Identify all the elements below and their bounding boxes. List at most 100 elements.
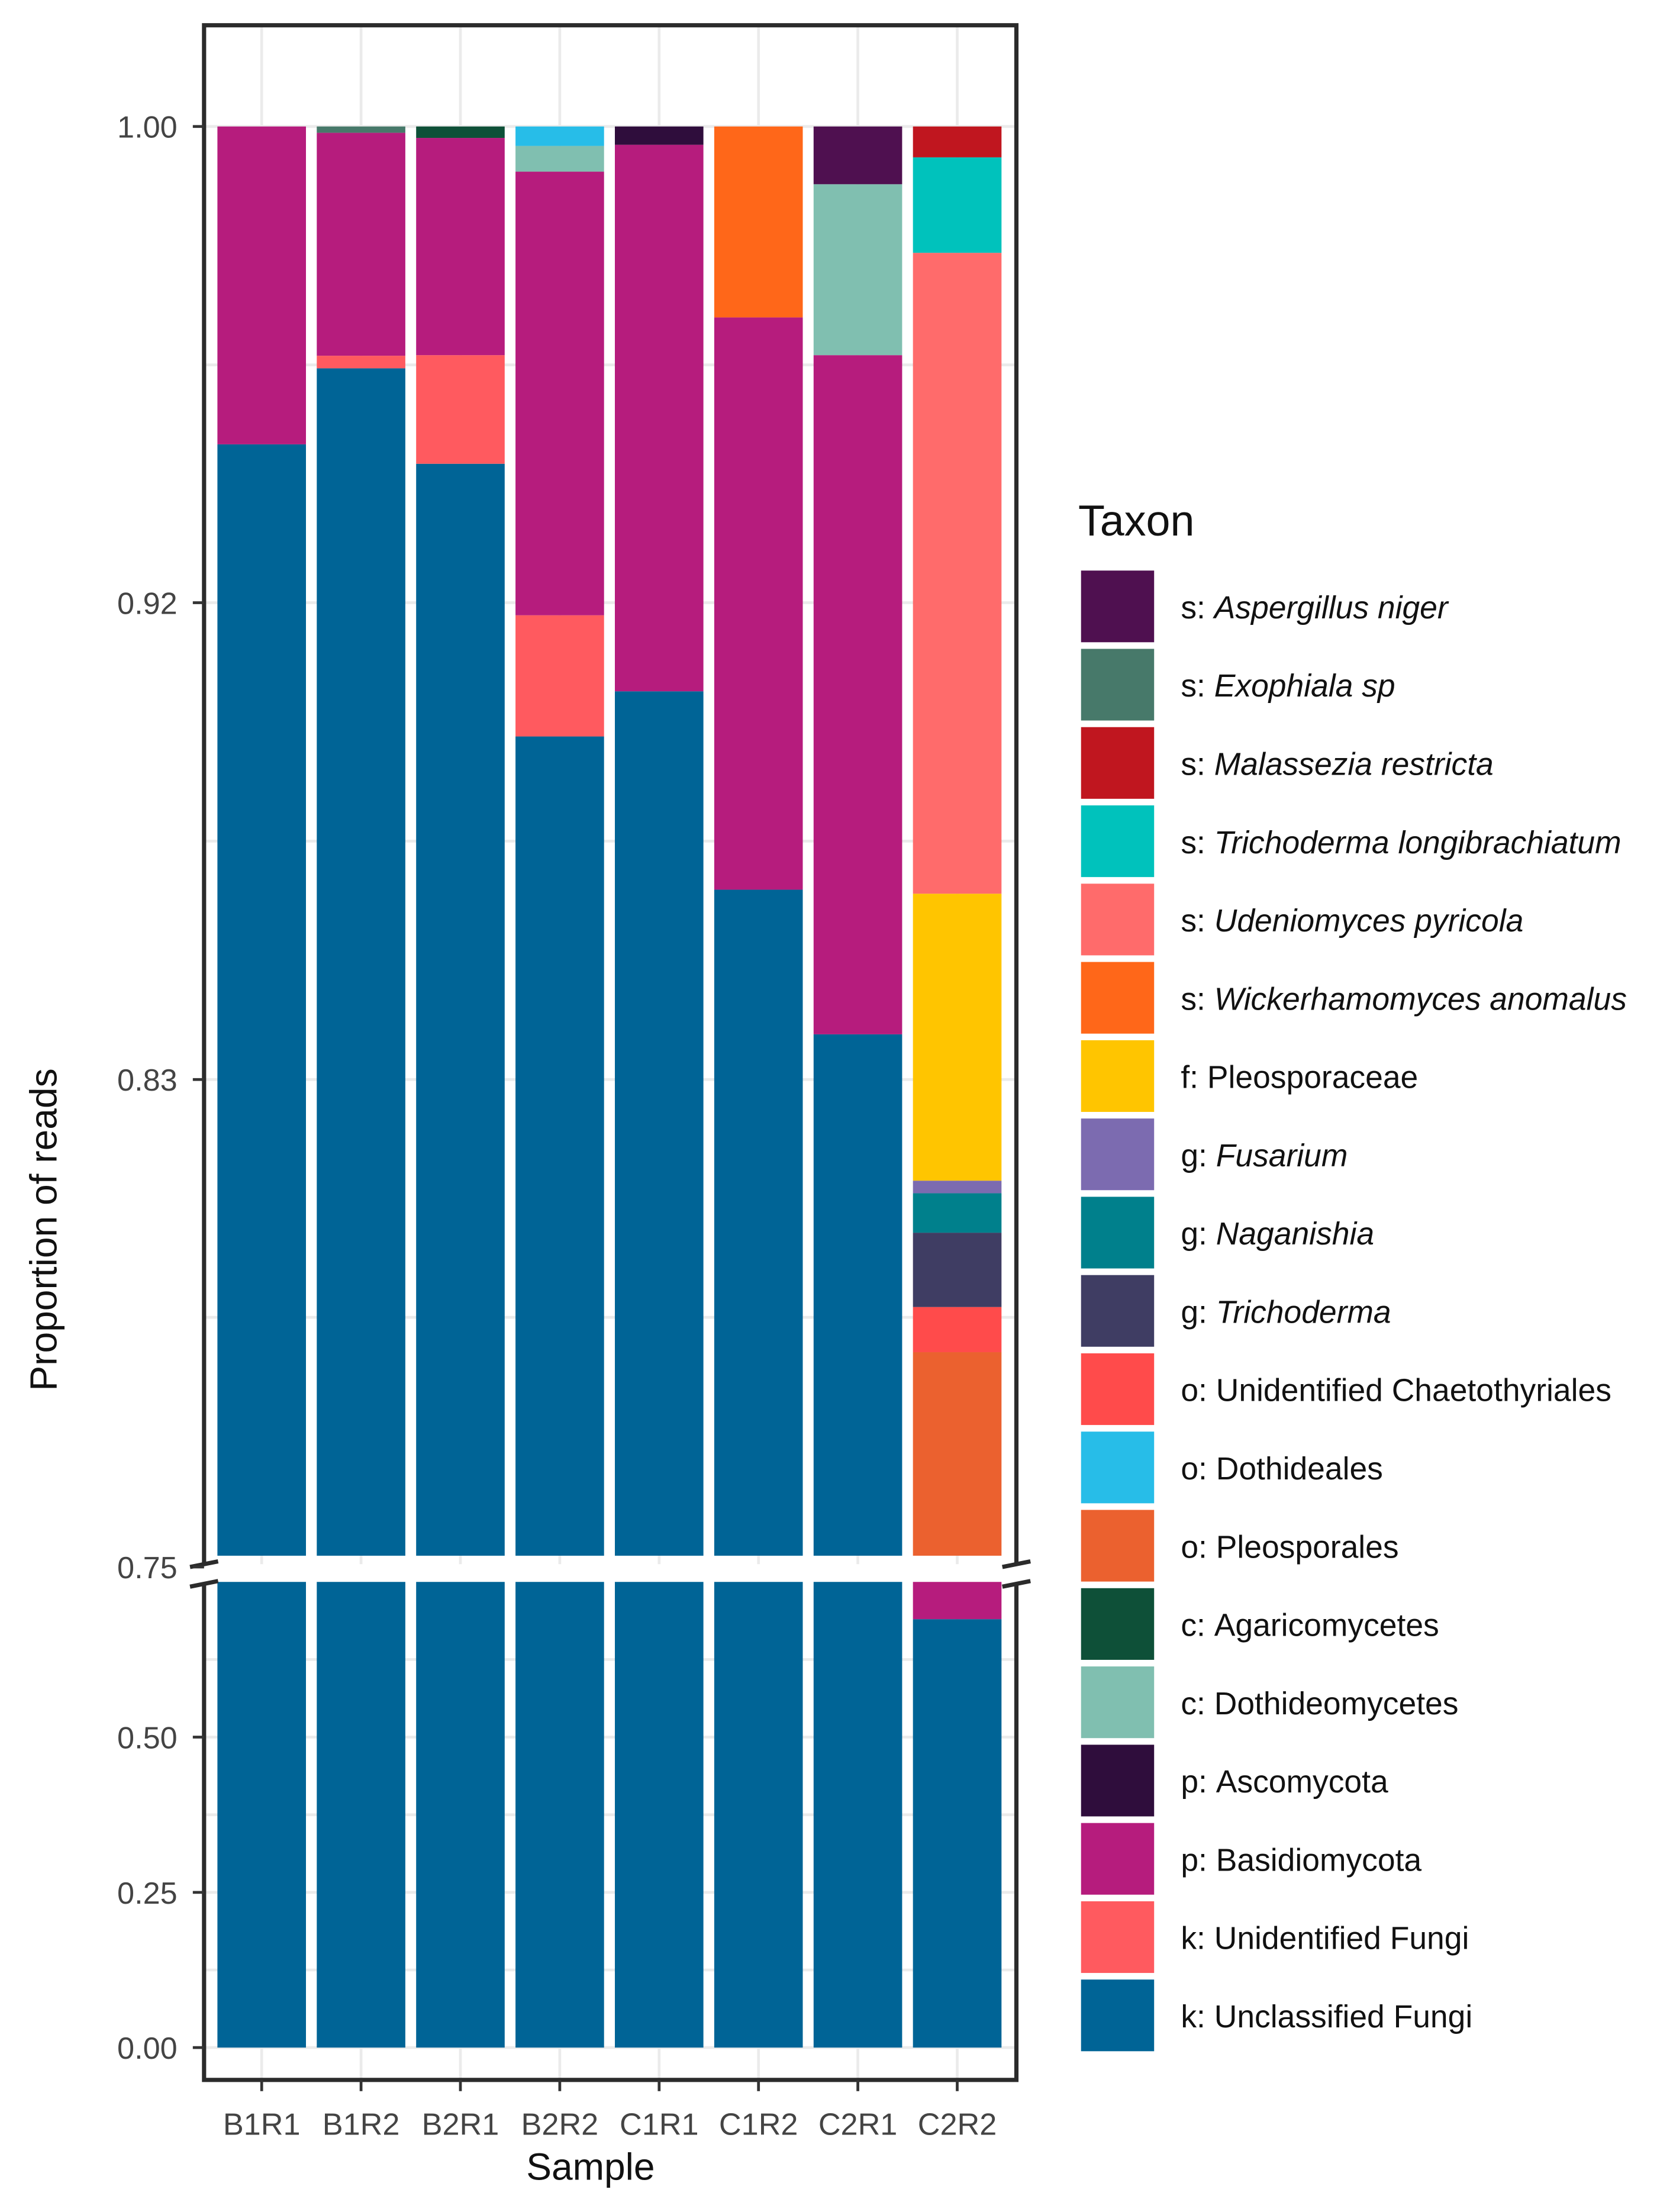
bar-segment [317, 126, 405, 133]
bar-segment [217, 1582, 306, 2048]
legend-key [1081, 805, 1155, 878]
axis-break-mark [1002, 1559, 1031, 1569]
legend-key [1081, 1040, 1155, 1112]
x-axis-label: Sample [526, 2145, 655, 2188]
legend-label: s: Trichoderma longibrachiatum [1181, 826, 1621, 860]
bar-segment [913, 894, 1002, 1181]
legend-key [1081, 1588, 1155, 1660]
bar-B1R1 [217, 126, 306, 2048]
bar-segment [416, 463, 505, 1556]
x-tick-labels: B1R1 B1R2 B2R1 B2R2 C1R1 C1R2 C2R1 C2R2 [223, 2079, 997, 2142]
bar-segment [416, 355, 505, 464]
bar-B2R2 [515, 126, 604, 2048]
legend-label: g: Trichoderma [1181, 1295, 1391, 1330]
bar-segment [813, 1034, 902, 1556]
legend-title: Taxon [1078, 496, 1194, 545]
x-tick-label: B2R2 [521, 2107, 599, 2142]
bar-segment [614, 1582, 704, 2048]
legend-label: s: Udeniomyces pyricola [1181, 904, 1523, 939]
bar-segment [813, 184, 902, 356]
legend-item: g: Fusarium [1081, 1118, 1348, 1191]
legend-item: k: Unclassified Fungi [1081, 1979, 1472, 2052]
legend-key [1081, 1431, 1155, 1504]
legend-key [1081, 1510, 1155, 1582]
bar-segment [614, 144, 704, 692]
legend-label: k: Unidentified Fungi [1181, 1921, 1469, 1956]
bar-segment [913, 157, 1002, 253]
legend-label: c: Dothideomycetes [1181, 1687, 1458, 1721]
y-tick-label: 0.25 [117, 1876, 178, 1911]
legend-item: s: Udeniomyces pyricola [1081, 883, 1523, 956]
legend-item: c: Agaricomycetes [1081, 1588, 1439, 1660]
bar-segment [515, 172, 604, 615]
legend-item: g: Naganishia [1081, 1197, 1374, 1269]
legend-label: k: Unclassified Fungi [1181, 2000, 1472, 2034]
y-tick-label: 0.92 [117, 586, 178, 621]
legend-label: o: Dothideales [1181, 1452, 1383, 1487]
legend-label: p: Ascomycota [1181, 1765, 1388, 1800]
bar-segment [714, 889, 803, 1556]
legend-label: s: Aspergillus niger [1181, 591, 1449, 625]
bar-B2R1 [416, 126, 505, 2048]
bar-segment [913, 126, 1002, 157]
legend-key [1081, 1666, 1155, 1739]
legend-key [1081, 1823, 1155, 1895]
bar-segment [714, 126, 803, 318]
legend-item: s: Trichoderma longibrachiatum [1081, 805, 1622, 878]
y-axis-label: Proportion of reads [22, 1068, 65, 1391]
x-tick-label: C2R1 [818, 2107, 898, 2142]
legend-label: s: Wickerhamomyces anomalus [1181, 982, 1627, 1017]
legend-key [1081, 649, 1155, 721]
lower-frame [202, 1584, 1019, 2082]
x-tick-label: C1R2 [719, 2107, 798, 2142]
bar-segment [714, 1582, 803, 2048]
legend-label: o: Pleosporales [1181, 1530, 1398, 1565]
bar-segment [217, 126, 306, 444]
legend-key [1081, 570, 1155, 643]
bar-segment [614, 126, 704, 145]
legend-item: o: Dothideales [1081, 1431, 1383, 1504]
bar-segment [317, 1582, 405, 2048]
bar-segment [515, 1582, 604, 2048]
bar-segment [913, 1181, 1002, 1194]
x-tick-label: C1R1 [620, 2107, 699, 2142]
bar-segment [416, 138, 505, 356]
legend-item: g: Trichoderma [1081, 1275, 1391, 1347]
legend-item: o: Unidentified Chaetothyriales [1081, 1353, 1611, 1426]
legend-label: o: Unidentified Chaetothyriales [1181, 1373, 1611, 1408]
legend-item: o: Pleosporales [1081, 1510, 1399, 1582]
bar-segment [317, 356, 405, 369]
legend-key [1081, 1118, 1155, 1191]
legend-item: s: Malassezia restricta [1081, 727, 1494, 799]
legend-key [1081, 1353, 1155, 1426]
bar-segment [813, 1582, 902, 2048]
bar-segment [913, 1233, 1002, 1307]
legend-item: k: Unidentified Fungi [1081, 1901, 1469, 1974]
bar-segment [416, 126, 505, 138]
bar-segment [515, 615, 604, 737]
bar-C1R2 [714, 126, 803, 2048]
legend: s: Aspergillus niger s: Exophiala sp s: Ma… [1081, 570, 1627, 2052]
x-tick-label: C2R2 [918, 2107, 997, 2142]
legend-item: s: Exophiala sp [1081, 649, 1395, 721]
legend-label: g: Naganishia [1181, 1217, 1374, 1252]
legend-item: f: Pleosporaceae [1081, 1040, 1418, 1112]
legend-item: s: Aspergillus niger [1081, 570, 1449, 643]
bar-segment [913, 1352, 1002, 1556]
bar-segment [714, 317, 803, 890]
y-tick-label: 0.00 [117, 2032, 178, 2066]
bar-segment [913, 253, 1002, 894]
legend-key [1081, 1275, 1155, 1347]
bar-C2R2 [913, 126, 1002, 2048]
bar-segment [913, 1619, 1002, 2048]
legend-item: p: Basidiomycota [1081, 1823, 1421, 1895]
x-tick-label: B2R1 [422, 2107, 499, 2142]
axis-break-mark [1002, 1579, 1031, 1589]
legend-key [1081, 962, 1155, 1034]
legend-key [1081, 1901, 1155, 1974]
bar-segment [813, 126, 902, 185]
bar-B1R2 [317, 126, 405, 2048]
bar-segment [515, 126, 604, 146]
legend-key [1081, 1745, 1155, 1817]
bar-C2R1 [813, 126, 902, 2048]
